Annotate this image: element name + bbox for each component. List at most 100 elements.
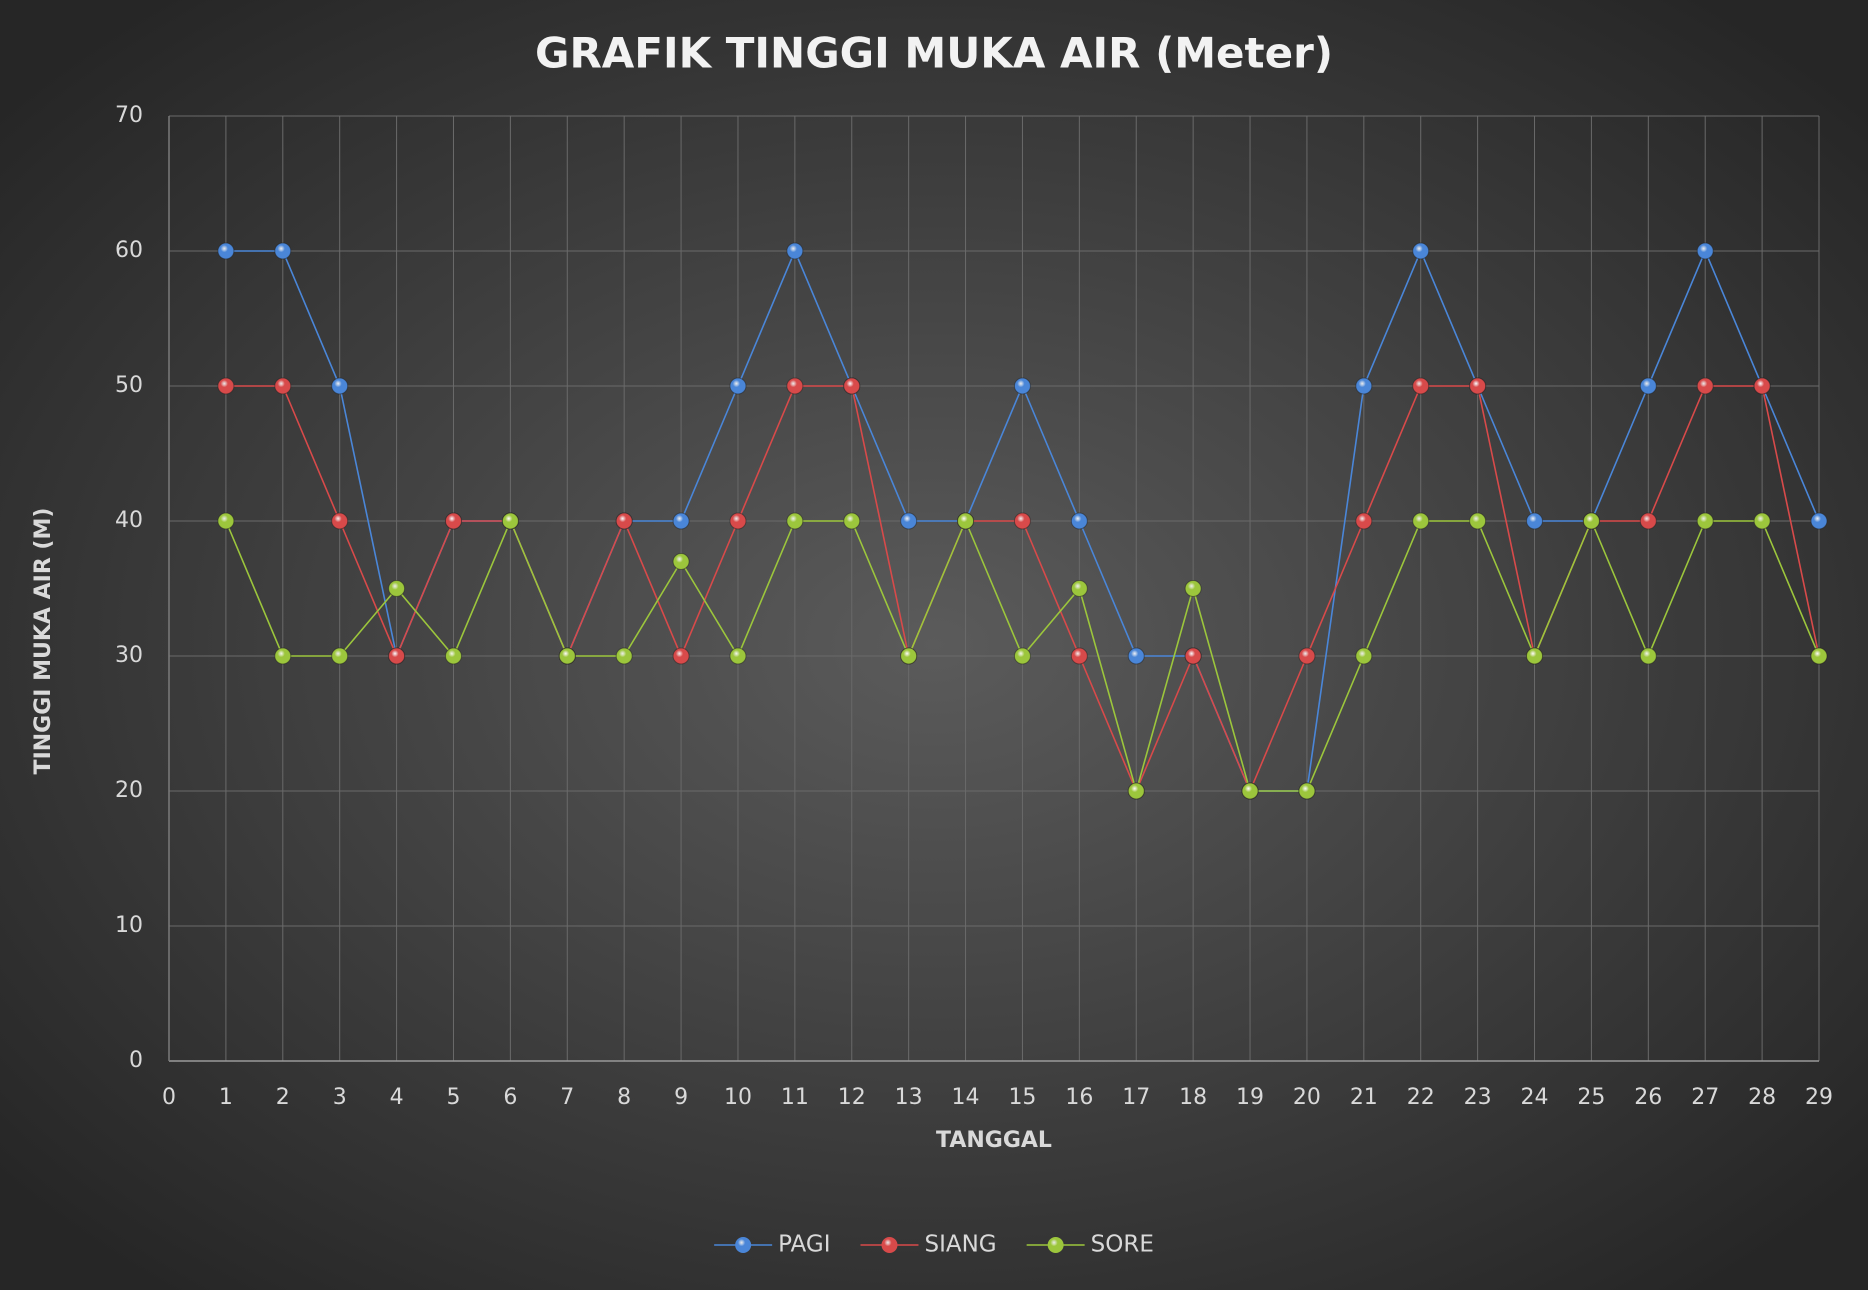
data-point [1412,512,1430,530]
x-tick-label: 7 [560,1085,574,1110]
legend-marker [735,1237,752,1253]
x-axis-title: TANGGAL [936,1128,1052,1153]
x-tick-label: 17 [1122,1085,1150,1110]
data-point [1582,512,1600,530]
x-tick-label: 22 [1407,1085,1435,1110]
data-point [1526,647,1544,665]
data-point [1355,512,1373,530]
x-tick-label: 27 [1691,1085,1719,1110]
x-tick-label: 4 [390,1085,404,1110]
x-tick-label: 24 [1521,1085,1549,1110]
data-point [501,512,519,530]
legend-item: SIANG [860,1232,997,1258]
data-point [672,512,690,530]
data-point [843,512,861,530]
data-point [729,512,747,530]
x-tick-label: 6 [503,1085,517,1110]
y-tick-label: 30 [115,643,143,668]
data-point [444,512,462,530]
x-tick-label: 8 [617,1085,631,1110]
data-point [1696,242,1714,260]
data-point [217,242,235,260]
y-tick-label: 60 [115,238,143,263]
legend: PAGI SIANG SORE [714,1232,1154,1258]
x-tick-label: 26 [1634,1085,1662,1110]
data-point [1241,782,1259,800]
y-tick-label: 0 [129,1048,143,1073]
x-tick-label: 9 [674,1085,688,1110]
data-point [274,377,292,395]
data-point [1469,377,1487,395]
x-tick-label: 1 [219,1085,233,1110]
legend-item: SORE [1026,1232,1154,1258]
y-axis-title: TINGGI MUKA AIR (M) [31,508,56,775]
legend-label: SORE [1091,1232,1154,1258]
x-tick-label: 10 [724,1085,752,1110]
data-point [1412,377,1430,395]
x-tick-label: 11 [781,1085,809,1110]
legend-label: SIANG [924,1232,996,1258]
legend-marker [1047,1237,1064,1253]
data-point [274,242,292,260]
data-point [615,512,633,530]
y-tick-label: 40 [115,508,143,533]
x-tick-label: 19 [1236,1085,1264,1110]
data-point [1810,647,1828,665]
data-point [672,647,690,665]
data-point [1127,782,1145,800]
data-point [217,512,235,530]
data-point [331,647,349,665]
data-point [615,647,633,665]
data-point [1355,647,1373,665]
data-point [1639,377,1657,395]
data-point [672,553,690,570]
legend-marker [881,1237,898,1253]
data-point [1696,377,1714,395]
x-tick-label: 12 [838,1085,866,1110]
data-point [331,377,349,395]
x-tick-label: 13 [895,1085,923,1110]
x-tick-label: 18 [1179,1085,1207,1110]
data-point [1469,512,1487,530]
legend-label: PAGI [778,1232,830,1258]
x-tick-label: 25 [1577,1085,1605,1110]
x-tick-label: 14 [952,1085,980,1110]
data-point [558,647,576,665]
data-point [1070,512,1088,530]
data-point [1753,512,1771,530]
data-point [729,377,747,395]
x-tick-label: 3 [333,1085,347,1110]
chart-title: GRAFIK TINGGI MUKA AIR (Meter) [535,29,1333,78]
data-point [900,512,918,530]
x-tick-label: 5 [446,1085,460,1110]
data-point [1184,580,1202,597]
data-point [729,647,747,665]
data-point [1355,377,1373,395]
data-point [274,647,292,665]
y-tick-label: 50 [115,373,143,398]
data-point [1639,647,1657,665]
y-tick-label: 10 [115,913,143,938]
data-point [1526,512,1544,530]
data-point [1298,782,1316,800]
data-point [786,377,804,395]
data-point [900,647,918,665]
data-point [1013,647,1031,665]
y-tick-label: 70 [115,103,143,128]
data-point [1013,512,1031,530]
x-tick-label: 0 [162,1085,176,1110]
data-point [217,377,235,395]
data-point [331,512,349,530]
data-point [1412,242,1430,260]
y-tick-label: 20 [115,778,143,803]
x-tick-label: 2 [276,1085,290,1110]
data-point [786,512,804,530]
legend-item: PAGI [714,1232,830,1258]
data-point [843,377,861,395]
data-point [1696,512,1714,530]
data-point [1639,512,1657,530]
x-tick-label: 20 [1293,1085,1321,1110]
data-point [1070,580,1088,597]
